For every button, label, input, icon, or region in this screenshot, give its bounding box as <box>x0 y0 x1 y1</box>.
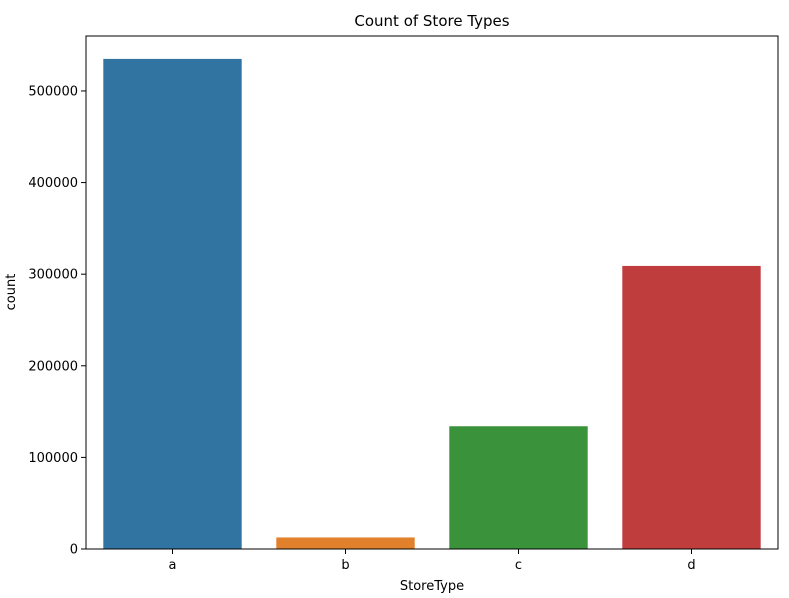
y-axis-label: count <box>4 274 19 311</box>
x-axis: a b c d <box>169 549 696 573</box>
y-tick-label: 400000 <box>28 176 78 191</box>
x-tick-label-d: d <box>687 558 695 573</box>
x-tick-label-b: b <box>341 558 349 573</box>
y-tick-label: 200000 <box>28 359 78 374</box>
bars <box>103 58 761 549</box>
bar-a <box>103 58 242 549</box>
plot-frame <box>85 35 779 550</box>
y-tick-label: 500000 <box>28 84 78 99</box>
x-axis-label: StoreType <box>400 579 464 594</box>
y-tick-label: 100000 <box>28 451 78 466</box>
y-tick-label: 0 <box>70 543 78 558</box>
y-tick-label: 300000 <box>28 268 78 283</box>
x-tick-label-c: c <box>515 558 522 573</box>
bar-d <box>622 265 761 549</box>
bar-b <box>276 537 415 549</box>
plot-area: 0 100000 200000 300000 400000 500000 a b c d <box>28 35 779 573</box>
x-tick-label-a: a <box>169 558 177 573</box>
y-axis: 0 100000 200000 300000 400000 500000 <box>28 84 86 558</box>
chart-title: Count of Store Types <box>354 12 509 30</box>
bar-c <box>449 426 588 549</box>
